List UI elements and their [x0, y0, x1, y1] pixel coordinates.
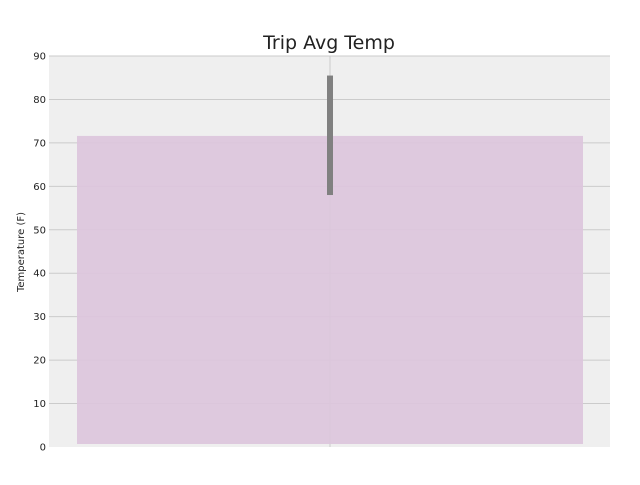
y-tick-label: 50	[33, 225, 46, 236]
y-tick-label: 10	[33, 399, 46, 410]
y-tick-label: 20	[33, 356, 46, 367]
error-bars	[327, 75, 333, 196]
y-tick-label: 70	[33, 138, 46, 149]
y-tick-label: 40	[33, 269, 46, 280]
y-tick-label: 0	[40, 443, 46, 454]
y-tick-label: 80	[33, 95, 46, 106]
y-tick-label: 60	[33, 182, 46, 193]
y-axis-label: Temperature (F)	[16, 212, 27, 293]
chart-title: Trip Avg Temp	[262, 32, 395, 54]
error-bar	[327, 75, 333, 196]
y-tick-label: 90	[33, 52, 46, 63]
y-axis-ticks: 0 10 20 30 40 50 60 70 80 90	[33, 52, 46, 454]
y-tick-label: 30	[33, 312, 46, 323]
